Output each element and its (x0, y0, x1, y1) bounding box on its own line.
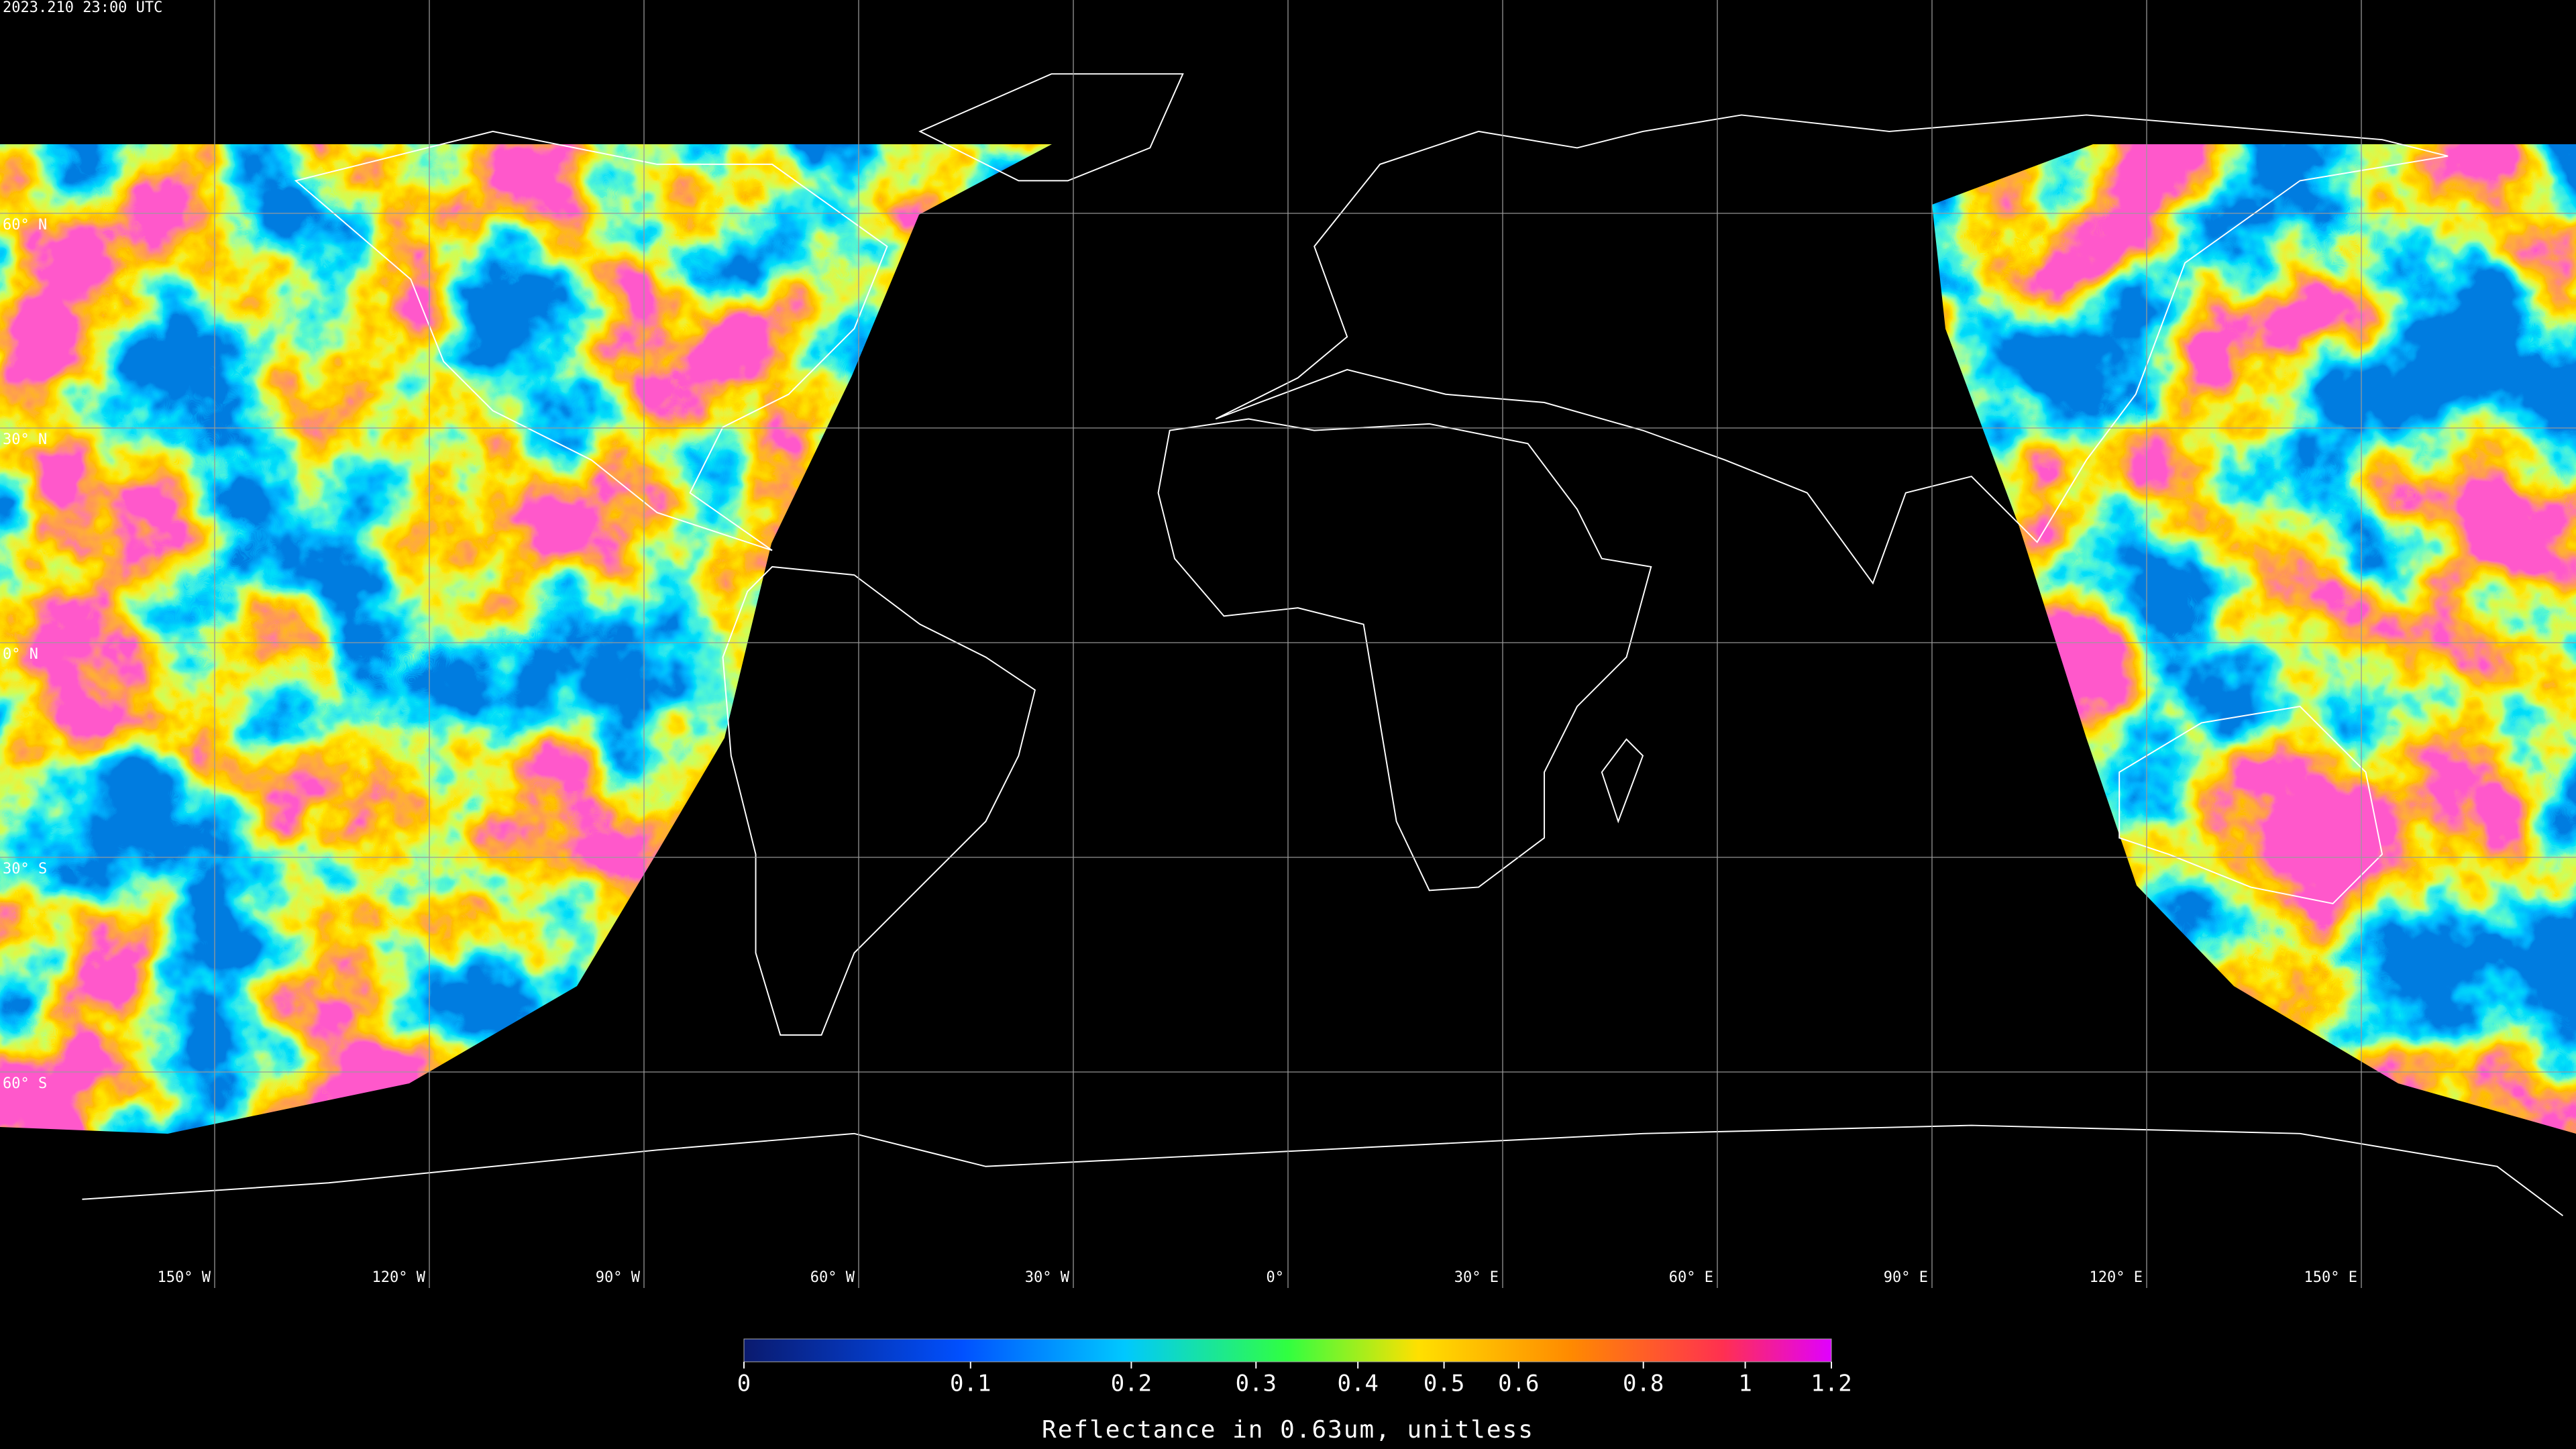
lon-label: 90° E (1884, 1269, 1928, 1286)
colorbar-tick-label: 0.4 (1337, 1371, 1378, 1397)
lat-label: 60° N (3, 217, 47, 233)
lon-label: 60° E (1669, 1269, 1713, 1286)
lon-label: 30° E (1454, 1269, 1499, 1286)
colorbar-tick-label: 0.5 (1424, 1371, 1464, 1397)
lon-label: 90° W (596, 1269, 641, 1286)
lon-label: 120° E (2090, 1269, 2143, 1286)
lon-label: 0° (1267, 1269, 1285, 1286)
lon-label: 150° E (2304, 1269, 2357, 1286)
colorbar-tick-label: 1 (1738, 1371, 1752, 1397)
lon-label: 60° W (810, 1269, 855, 1286)
colorbar-ticks: 0 0.1 0.2 0.3 0.4 0.5 0.6 0.8 1 1.2 (737, 1362, 1852, 1397)
lon-label: 30° W (1025, 1269, 1070, 1286)
lat-label: 30° N (3, 431, 47, 448)
lat-label: 0° N (3, 646, 38, 663)
colorbar-label: Reflectance in 0.63um, unitless (1042, 1416, 1534, 1444)
colorbar-tick-label: 0.8 (1623, 1371, 1664, 1397)
lat-label: 60° S (3, 1075, 47, 1092)
lon-label: 120° W (372, 1269, 426, 1286)
colorbar-tick-label: 0.2 (1111, 1371, 1152, 1397)
graticule: 60° N 30° N 0° N 30° S 60° S 150° W 120° W 90° … (0, 0, 2576, 1288)
colorbar-tick-label: 0.1 (950, 1371, 991, 1397)
colorbar-tick-label: 0.3 (1236, 1371, 1277, 1397)
coastlines (82, 73, 2564, 1217)
lon-label: 150° W (158, 1269, 211, 1286)
colorbar-tick-label: 0 (737, 1371, 751, 1397)
lat-label: 30° S (3, 861, 47, 877)
colorbar-tick-label: 0.6 (1498, 1371, 1539, 1397)
colorbar (743, 1338, 1832, 1362)
timestamp: 2023.210 23:00 UTC (3, 0, 162, 16)
colorbar-tick-label: 1.2 (1811, 1371, 1851, 1397)
